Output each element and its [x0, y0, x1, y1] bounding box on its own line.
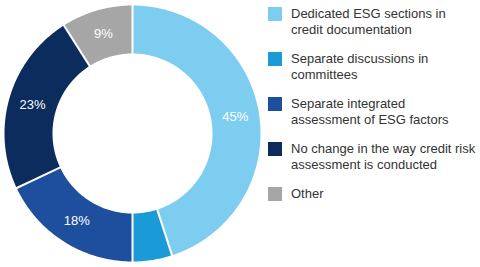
html-text:Dedicated ESG sections in cred: Dedicated ESG sections in credit documen…	[291, 6, 446, 37]
svg-text:45%: 45%	[222, 109, 248, 124]
html-text:Separate discussions in commit: Separate discussions in committees	[291, 51, 429, 82]
svg-text:23%: 23%	[20, 97, 46, 112]
html-text:Separate integrated assessment: Separate integrated assessment of ESG fa…	[291, 96, 449, 127]
html-text:Other: Other	[291, 186, 324, 201]
html-text:No change in the way credit ri: No change in the way credit risk assessm…	[291, 141, 476, 172]
svg-text:18%: 18%	[64, 213, 90, 228]
svg-text:9%: 9%	[94, 26, 113, 41]
